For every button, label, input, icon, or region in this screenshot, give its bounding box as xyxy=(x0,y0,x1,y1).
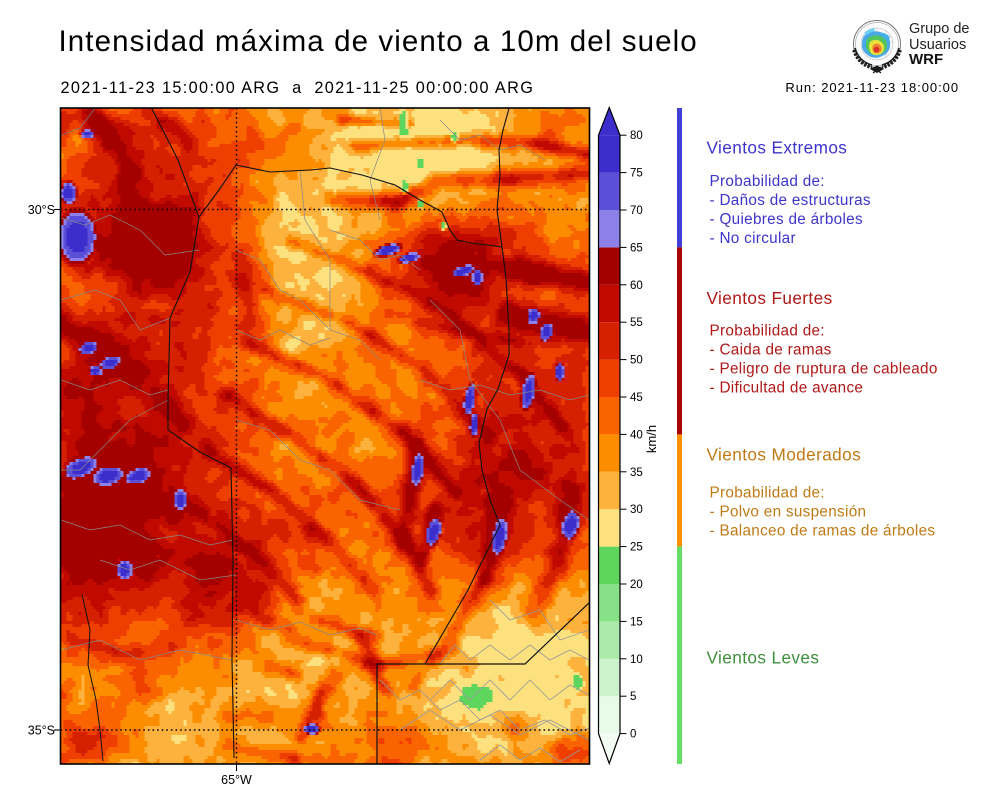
svg-text:- No circular: - No circular xyxy=(710,230,796,247)
svg-text:65: 65 xyxy=(630,242,643,254)
svg-text:60: 60 xyxy=(630,280,643,292)
svg-text:70: 70 xyxy=(630,205,643,217)
svg-text:Probabilidad de:: Probabilidad de: xyxy=(710,322,825,339)
svg-text:65°W: 65°W xyxy=(221,773,252,787)
svg-text:- Balanceo de ramas de árboles: - Balanceo de ramas de árboles xyxy=(710,523,936,540)
svg-text:55: 55 xyxy=(630,317,643,329)
svg-text:35°S: 35°S xyxy=(28,724,55,738)
svg-text:Usuarios: Usuarios xyxy=(909,37,966,53)
svg-text:45: 45 xyxy=(630,392,643,404)
svg-text:80: 80 xyxy=(630,130,643,142)
svg-text:30: 30 xyxy=(630,504,643,516)
svg-text:Grupo de: Grupo de xyxy=(909,21,969,37)
svg-text:- Quiebres de árboles: - Quiebres de árboles xyxy=(710,211,863,228)
svg-text:0: 0 xyxy=(630,729,636,741)
svg-text:- Dificultad de avance: - Dificultad de avance xyxy=(710,379,864,396)
svg-text:25: 25 xyxy=(630,542,643,554)
svg-text:- Caida de ramas: - Caida de ramas xyxy=(710,341,832,358)
svg-text:Vientos Leves: Vientos Leves xyxy=(707,648,820,668)
svg-text:30°S: 30°S xyxy=(28,203,55,217)
svg-text:Intensidad máxima de viento a: Intensidad máxima de viento a 10m del su… xyxy=(59,25,698,58)
svg-text:- Polvo en suspensión: - Polvo en suspensión xyxy=(710,504,867,521)
svg-text:5: 5 xyxy=(630,691,636,703)
svg-text:- Daños de estructuras: - Daños de estructuras xyxy=(710,192,871,209)
svg-text:50: 50 xyxy=(630,355,643,367)
svg-text:35: 35 xyxy=(630,467,643,479)
svg-text:40: 40 xyxy=(630,429,643,441)
svg-text:WRF: WRF xyxy=(909,51,943,68)
svg-text:Vientos Extremos: Vientos Extremos xyxy=(707,137,848,157)
svg-text:- Peligro de ruptura de cablea: - Peligro de ruptura de cableado xyxy=(710,360,938,377)
svg-text:Probabilidad de:: Probabilidad de: xyxy=(710,173,825,190)
svg-text:20: 20 xyxy=(630,579,643,591)
svg-text:Vientos Fuertes: Vientos Fuertes xyxy=(707,288,833,308)
svg-text:75: 75 xyxy=(630,168,643,180)
svg-text:Vientos Moderados: Vientos Moderados xyxy=(707,444,862,464)
svg-text:km/h: km/h xyxy=(644,425,659,453)
svg-text:10: 10 xyxy=(630,654,643,666)
svg-text:2021-11-23 15:00:00 ARG a 20: 2021-11-23 15:00:00 ARG a 2021-11-25 00:… xyxy=(61,79,535,97)
svg-text:Probabilidad de:: Probabilidad de: xyxy=(710,485,825,502)
svg-text:15: 15 xyxy=(630,616,643,628)
svg-text:Run: 2021-11-23 18:00:00: Run: 2021-11-23 18:00:00 xyxy=(785,80,959,95)
